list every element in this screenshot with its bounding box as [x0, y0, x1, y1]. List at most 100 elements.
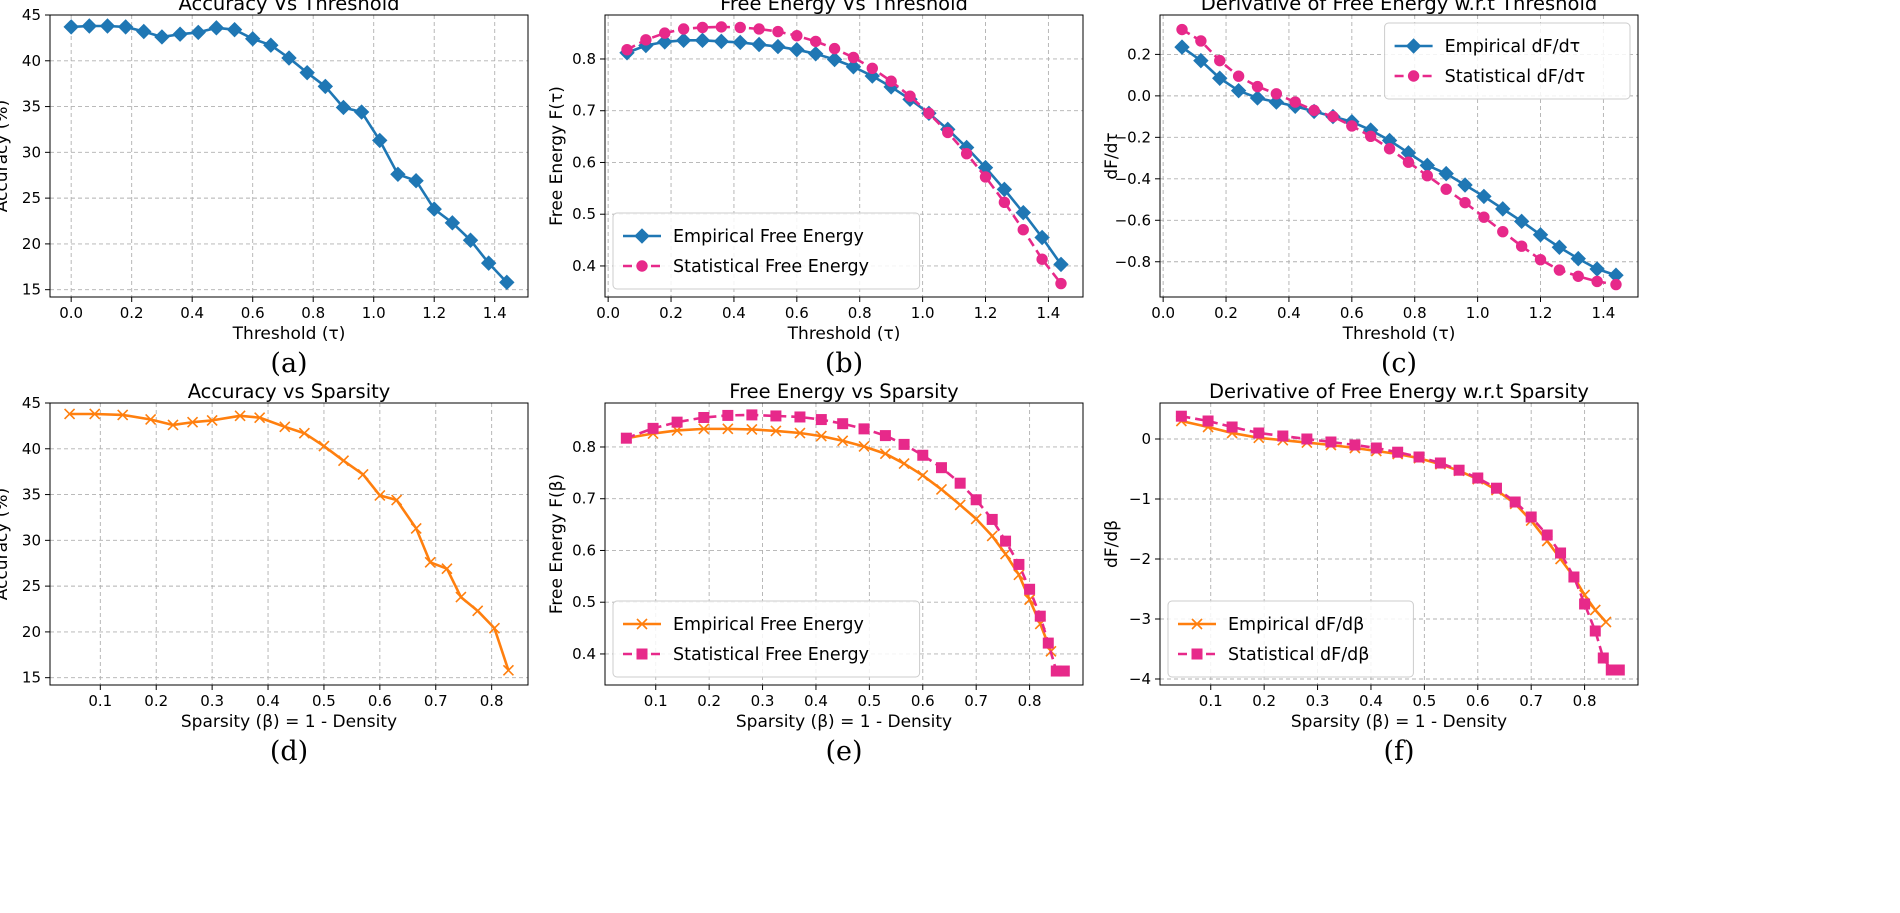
y-axis-label: Accuracy (%) — [0, 488, 12, 600]
x-tick-label: 1.4 — [1591, 304, 1615, 322]
y-tick-label: 0.6 — [572, 153, 596, 171]
data-point — [1541, 529, 1553, 541]
x-tick-label: 0.0 — [1151, 304, 1175, 322]
data-point — [1509, 496, 1521, 508]
data-point — [1364, 130, 1377, 143]
legend-box — [1384, 22, 1631, 100]
data-point — [1249, 90, 1266, 106]
data-point — [753, 23, 765, 35]
data-point — [657, 34, 673, 50]
data-point — [81, 18, 98, 34]
data-point — [1042, 637, 1054, 649]
legend-marker — [1191, 648, 1203, 660]
chart-panel-b: 0.0 0.2 0.4 0.6 0.8 1.0 1.2 1.4 0.4 0.5 0.6 0.7 0.8 F… — [547, 0, 1084, 379]
data-point — [1058, 665, 1070, 677]
data-point — [772, 25, 784, 38]
data-point — [722, 423, 734, 435]
y-tick-label: 0.7 — [572, 490, 596, 508]
data-point — [502, 664, 514, 676]
data-point — [1434, 457, 1446, 469]
x-tick-label: 0.4 — [1359, 692, 1383, 710]
x-tick-label: 0.8 — [480, 692, 504, 710]
y-tick-label: 15 — [22, 281, 41, 299]
data-point — [244, 31, 261, 47]
x-tick-label: 0.6 — [368, 692, 392, 710]
data-point — [299, 64, 315, 81]
legend: Empirical Free Energy Statistical Free En… — [612, 212, 921, 290]
data-point — [1525, 511, 1537, 523]
legend-label: Empirical dF/dτ — [1445, 37, 1581, 57]
y-tick-label: −1 — [1129, 490, 1151, 508]
data-point — [145, 413, 157, 426]
legend: Empirical Free Energy Statistical Free En… — [612, 600, 921, 678]
data-point — [1440, 183, 1452, 195]
data-point — [837, 418, 849, 430]
data-point — [713, 33, 730, 50]
data-point — [917, 449, 929, 461]
data-point — [234, 410, 246, 422]
panel-caption: (a) — [270, 348, 307, 379]
data-point — [499, 274, 515, 291]
x-tick-label: 0.4 — [180, 304, 204, 322]
x-tick-label: 0.3 — [200, 692, 224, 710]
y-tick-label: 25 — [22, 577, 41, 595]
data-point — [1253, 427, 1265, 439]
data-point — [1453, 464, 1465, 476]
data-point — [374, 489, 386, 502]
x-tick-label: 0.5 — [1412, 692, 1436, 710]
data-point — [1532, 227, 1549, 243]
chart-panel-f: 0.1 0.2 0.3 0.4 0.5 0.6 0.7 0.8 −4 −3 −2 −1 0 Derivat… — [1102, 380, 1639, 767]
data-point — [1392, 446, 1404, 458]
data-point — [751, 36, 767, 53]
data-point — [1013, 558, 1025, 570]
data-point — [410, 522, 422, 535]
data-point — [455, 591, 467, 603]
y-tick-label: 0.2 — [1127, 45, 1151, 63]
data-point — [1193, 52, 1209, 69]
y-tick-label: 20 — [22, 623, 41, 641]
data-point — [117, 19, 134, 35]
data-point — [472, 605, 484, 617]
data-point — [1268, 94, 1285, 110]
data-point — [263, 37, 279, 53]
data-point — [1597, 652, 1609, 664]
panel-caption: (c) — [1381, 348, 1417, 379]
x-tick-label: 0.7 — [1519, 692, 1543, 710]
data-point — [1277, 430, 1289, 442]
data-point — [317, 78, 334, 95]
y-axis-label: dF/dβ — [1102, 520, 1122, 568]
data-point — [206, 414, 218, 426]
data-point — [640, 34, 652, 46]
data-point — [1534, 253, 1547, 266]
data-point — [186, 416, 199, 428]
x-tick-label: 0.6 — [911, 692, 935, 710]
legend: Empirical dF/dβ Statistical dF/dβ — [1167, 600, 1414, 678]
y-tick-label: 0.4 — [572, 645, 596, 663]
data-point — [698, 423, 710, 435]
data-point — [847, 51, 860, 64]
y-tick-label: −0.8 — [1115, 253, 1151, 271]
data-point — [441, 563, 453, 575]
x-axis-label: Sparsity (β) = 1 - Density — [736, 712, 952, 732]
data-point — [734, 21, 746, 34]
data-point — [1036, 253, 1048, 265]
y-tick-label: 30 — [22, 531, 41, 549]
data-point — [954, 477, 966, 489]
data-point — [885, 75, 897, 87]
x-tick-label: 0.1 — [88, 692, 112, 710]
data-point — [1589, 261, 1605, 277]
data-point — [424, 556, 436, 568]
legend-marker — [636, 618, 648, 630]
x-tick-label: 0.3 — [751, 692, 775, 710]
y-tick-label: 35 — [22, 98, 41, 116]
legend-marker — [636, 260, 648, 272]
x-tick-label: 1.0 — [362, 304, 386, 322]
data-point — [935, 462, 947, 474]
data-point — [1202, 415, 1214, 427]
data-point — [1325, 436, 1337, 448]
data-point — [1230, 82, 1247, 99]
x-tick-label: 0.5 — [857, 692, 881, 710]
chart-title: Derivative of Free Energy w.r.t Sparsity — [1209, 380, 1589, 403]
data-point — [826, 51, 843, 68]
